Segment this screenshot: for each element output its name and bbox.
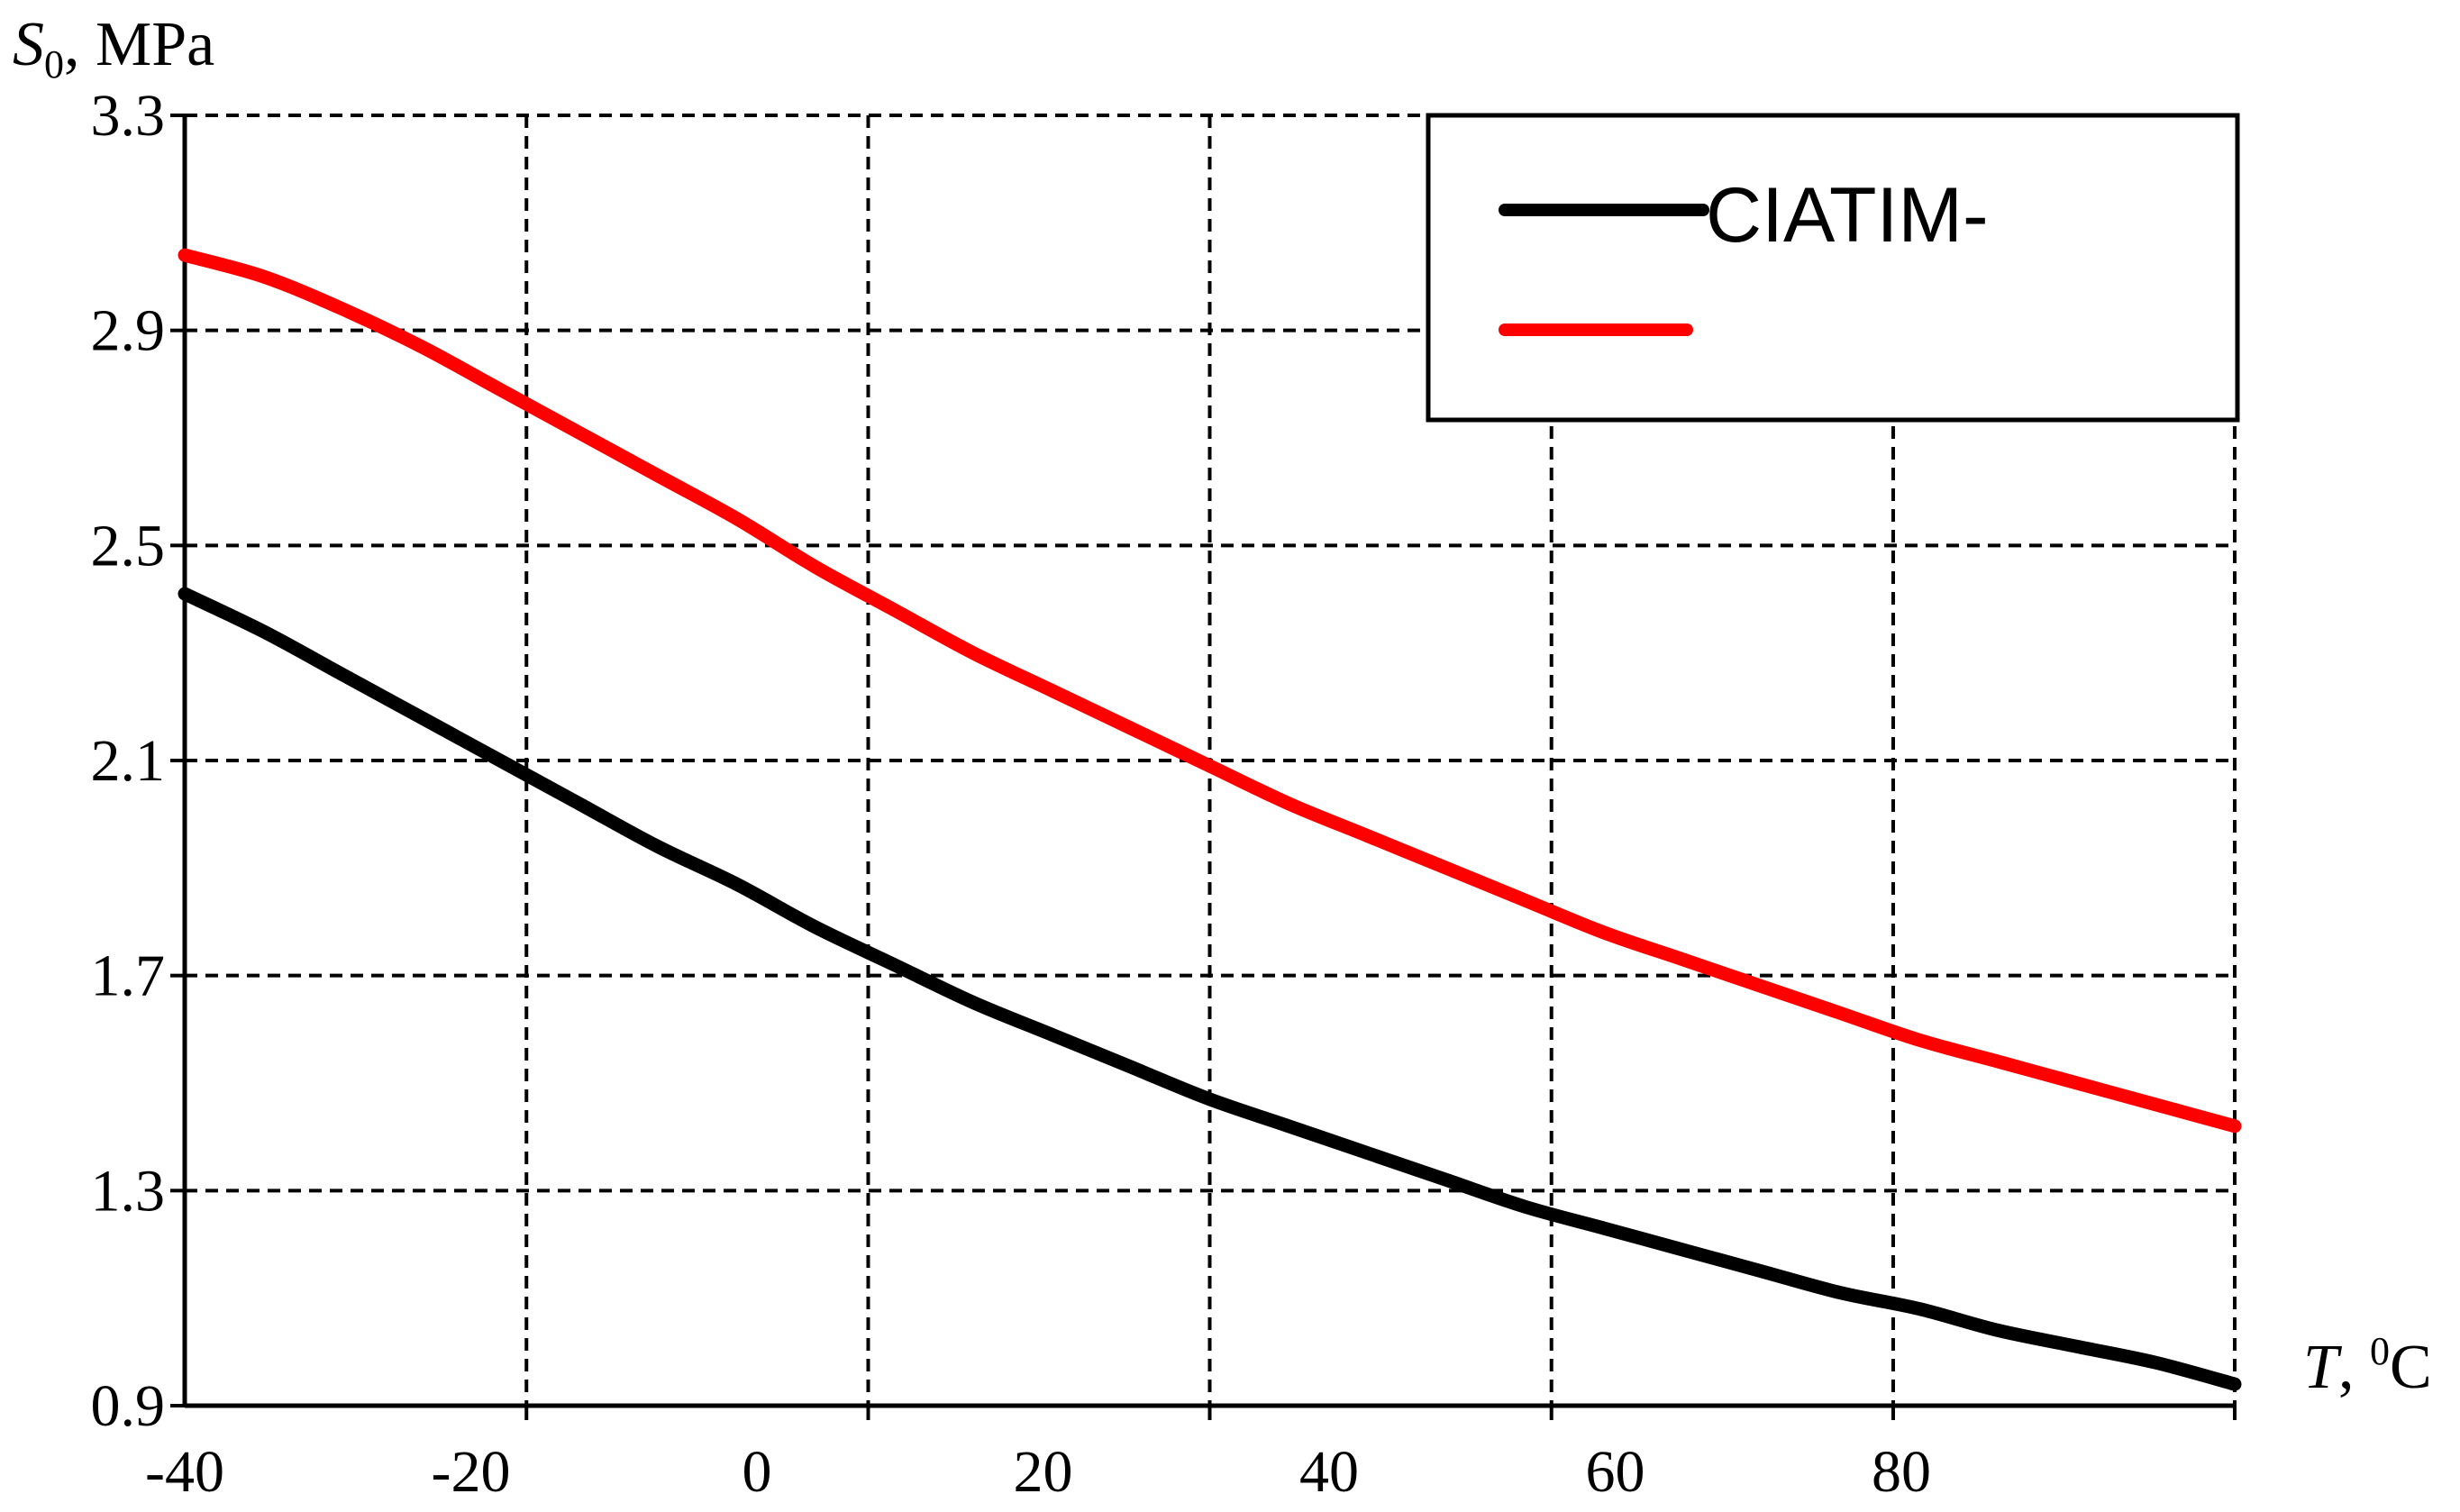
x-tick-label: -20 — [432, 1439, 511, 1505]
y-tick-label: 0.9 — [91, 1373, 166, 1439]
series-line-1 — [178, 587, 2242, 1391]
x-tick-label: 0 — [743, 1439, 772, 1505]
x-tick-label: 20 — [1014, 1439, 1073, 1505]
y-tick-label: 2.1 — [91, 728, 166, 794]
y-axis-symbol: S — [13, 10, 44, 79]
tick-labels: 0.9 1.3 1.7 2.1 2.5 2.9 3.3 -40 -20 0 20 40 60 80 — [91, 83, 1932, 1505]
x-axis-title: T, 0C — [2303, 1329, 2432, 1402]
svg-text:T, 0C: T, 0C — [2303, 1329, 2432, 1402]
y-tick-label: 1.7 — [91, 943, 166, 1009]
series-line-2 — [178, 248, 2242, 1134]
grid — [185, 114, 2237, 1406]
x-tick-label: -40 — [145, 1439, 224, 1505]
x-tick-label: 80 — [1872, 1439, 1931, 1505]
y-tick-label: 3.3 — [91, 83, 166, 149]
legend-box — [1426, 113, 2240, 423]
x-axis-symbol: T — [2303, 1333, 2343, 1402]
axes — [170, 114, 2237, 1420]
legend-label-series-1: CIATIM- — [1706, 172, 1989, 259]
y-axis-unit: MPa — [96, 10, 214, 79]
x-tick-label: 40 — [1299, 1439, 1359, 1505]
x-tick-label: 60 — [1586, 1439, 1645, 1505]
y-axis-subscript: 0 — [44, 42, 64, 87]
y-tick-label: 2.5 — [91, 513, 166, 578]
y-tick-label: 1.3 — [91, 1158, 166, 1224]
series-group — [178, 248, 2242, 1391]
legend: CIATIM- — [1426, 113, 2240, 423]
x-axis-unit: C — [2390, 1333, 2432, 1402]
svg-text:S0, MPa: S0, MPa — [13, 10, 214, 87]
y-axis-separator: , — [64, 10, 96, 79]
x-axis-separator: , — [2338, 1333, 2370, 1402]
y-axis-title: S0, MPa — [13, 10, 214, 87]
y-tick-label: 2.9 — [91, 298, 166, 364]
x-axis-unit-superscript: 0 — [2370, 1329, 2390, 1373]
